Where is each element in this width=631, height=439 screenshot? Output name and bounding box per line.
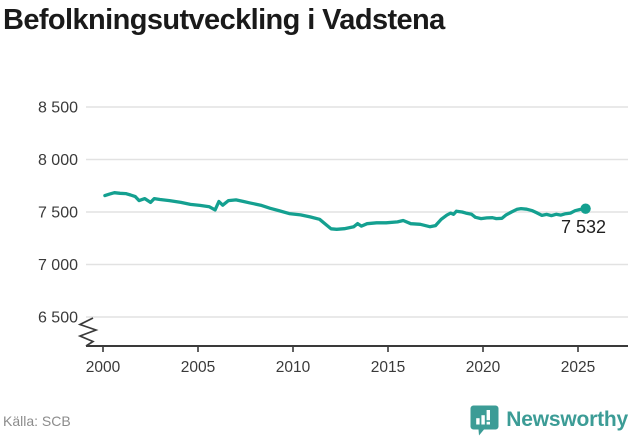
y-axis-label: 7 500 xyxy=(38,205,78,222)
x-axis-label: 2005 xyxy=(181,359,215,376)
y-axis-label: 7 000 xyxy=(38,257,78,274)
page-title: Befolkningsutveckling i Vadstena xyxy=(3,4,445,36)
newsworthy-logo: Newsworthy xyxy=(470,404,628,436)
y-axis-label: 8 500 xyxy=(38,100,78,117)
y-axis-label: 8 000 xyxy=(38,152,78,169)
source-note: Källa: SCB xyxy=(3,413,71,429)
population-series-line xyxy=(103,191,588,231)
last-value-dot xyxy=(580,203,591,214)
x-axis-label: 2010 xyxy=(276,359,311,376)
x-axis-label: 2020 xyxy=(466,359,501,376)
newsworthy-bar-chart-icon xyxy=(470,405,499,436)
x-axis-label: 2015 xyxy=(371,359,405,376)
newsworthy-logo-text: Newsworthy xyxy=(506,408,628,431)
y-axis-break-icon xyxy=(77,317,99,347)
x-axis-label: 2000 xyxy=(86,359,121,376)
y-axis-label: 6 500 xyxy=(38,310,78,327)
x-axis-label: 2025 xyxy=(561,359,595,376)
last-value-annotation: 7 532 xyxy=(561,217,606,237)
